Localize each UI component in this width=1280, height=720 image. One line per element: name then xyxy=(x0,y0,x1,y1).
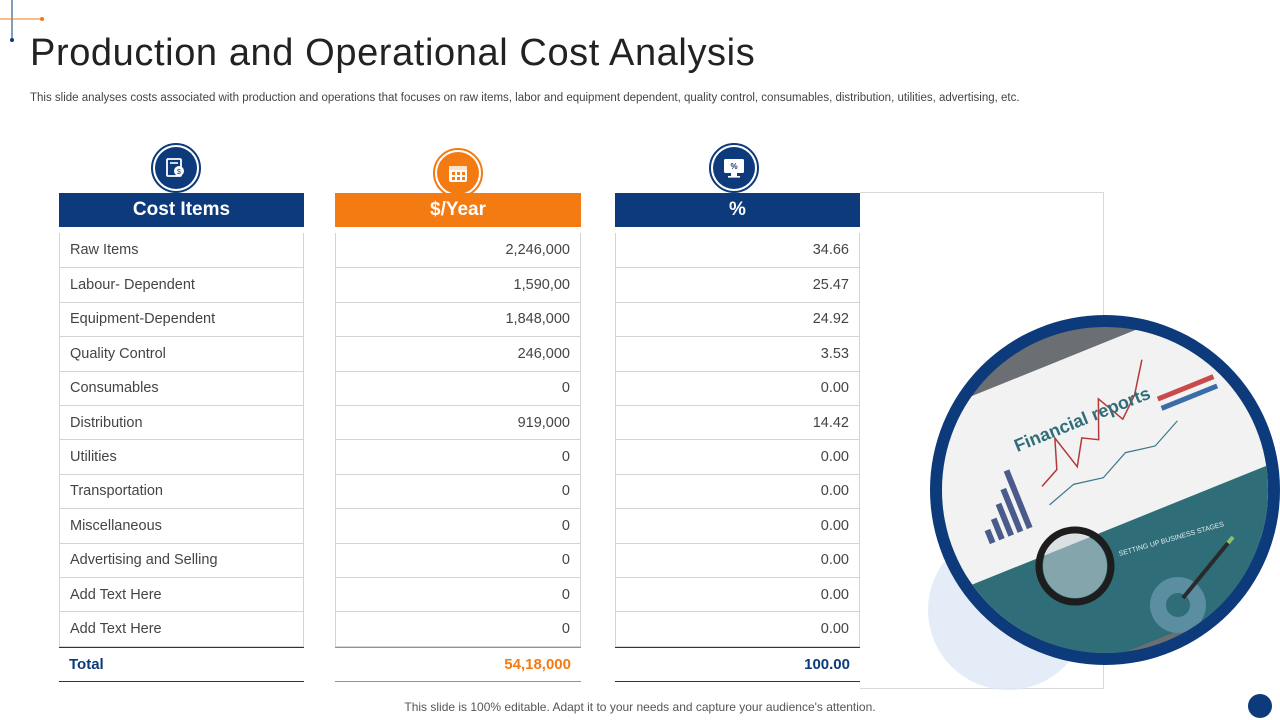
cost-item-cell: Advertising and Selling xyxy=(60,542,303,577)
calendar-icon xyxy=(433,148,483,198)
cost-item-cell: Transportation xyxy=(60,473,303,508)
percent-value-cell: 3.53 xyxy=(616,336,859,370)
total-label: Total xyxy=(59,646,304,682)
year-value-cell: 2,246,000 xyxy=(505,242,570,259)
percent-value-cell: 34.66 xyxy=(812,242,849,259)
percent-value-cell: 0.00 xyxy=(616,508,859,542)
percent-value-cell: 25.47 xyxy=(616,267,859,301)
year-header: $/Year xyxy=(335,193,581,227)
year-value-cell: 0 xyxy=(336,542,580,577)
year-column: $/Year 2,246,000 1,590,00 1,848,000 246,000… xyxy=(335,193,581,682)
svg-text:$: $ xyxy=(177,169,181,176)
financial-reports-photo: Financial reports SETTING UP BUSINESS ST… xyxy=(930,315,1280,665)
percent-column: % 34.66 25.47 24.92 3.53 0.00 14.42 0.00 0.00 0.… xyxy=(615,193,860,682)
cost-item-cell: Add Text Here xyxy=(60,576,303,611)
year-value-cell: 0 xyxy=(336,576,580,611)
year-value-cell: 246,000 xyxy=(336,336,580,370)
year-value-cell: 0 xyxy=(336,439,580,473)
percent-value-cell: 0.00 xyxy=(616,611,859,645)
total-percent: 100.00 xyxy=(615,646,860,682)
cost-items-header: Cost Items xyxy=(59,193,304,227)
page-subtitle: This slide analyses costs associated wit… xyxy=(30,92,1020,104)
percent-body: 34.66 25.47 24.92 3.53 0.00 14.42 0.00 0.00 0.00… xyxy=(615,233,860,647)
footer-note: This slide is 100% editable. Adapt it to… xyxy=(404,700,876,714)
cost-item-cell: Labour- Dependent xyxy=(60,267,303,301)
cost-items-body: Raw Items Labour- Dependent Equipment-Depe… xyxy=(59,233,304,647)
corner-decoration xyxy=(0,0,44,42)
cost-item-cell: Utilities xyxy=(60,439,303,473)
percent-header: % xyxy=(615,193,860,227)
year-value-cell: 0 xyxy=(336,370,580,405)
page-title: Production and Operational Cost Analysis xyxy=(30,32,756,74)
monitor-percent-icon: % xyxy=(709,143,759,193)
percent-value-cell: 14.42 xyxy=(616,404,859,439)
cost-item-cell: Equipment-Dependent xyxy=(60,301,303,336)
year-value-cell: 0 xyxy=(336,611,580,645)
year-value-cell: 0 xyxy=(336,473,580,508)
cost-item-cell: Raw Items xyxy=(70,242,139,259)
cost-item-cell: Consumables xyxy=(60,370,303,405)
percent-value-cell: 0.00 xyxy=(616,576,859,611)
cost-item-cell: Add Text Here xyxy=(60,611,303,645)
total-year: 54,18,000 xyxy=(335,646,581,682)
cost-item-cell: Quality Control xyxy=(60,336,303,370)
invoice-icon: $ xyxy=(151,143,201,193)
cost-item-cell: Miscellaneous xyxy=(60,508,303,542)
year-value-cell: 0 xyxy=(336,508,580,542)
percent-value-cell: 0.00 xyxy=(616,542,859,577)
percent-value-cell: 0.00 xyxy=(616,370,859,405)
percent-value-cell: 24.92 xyxy=(616,301,859,336)
cost-item-cell: Distribution xyxy=(60,404,303,439)
year-value-cell: 919,000 xyxy=(336,404,580,439)
corner-dot xyxy=(1248,694,1272,718)
percent-value-cell: 0.00 xyxy=(616,473,859,508)
percent-value-cell: 0.00 xyxy=(616,439,859,473)
svg-text:%: % xyxy=(730,162,737,171)
cost-items-column: Cost Items Raw Items Labour- Dependent Equ… xyxy=(59,193,304,682)
year-value-cell: 1,590,00 xyxy=(336,267,580,301)
year-body: 2,246,000 1,590,00 1,848,000 246,000 0 919,00… xyxy=(335,233,581,647)
year-value-cell: 1,848,000 xyxy=(336,301,580,336)
